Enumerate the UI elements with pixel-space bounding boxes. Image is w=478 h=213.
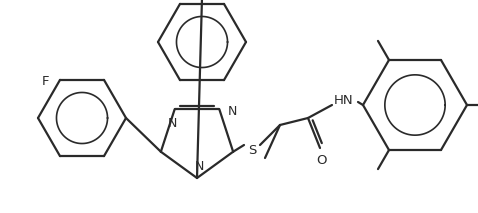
- Text: S: S: [248, 144, 256, 157]
- Text: N: N: [228, 105, 237, 118]
- Text: O: O: [317, 154, 327, 167]
- Text: N: N: [195, 160, 204, 173]
- Text: HN: HN: [334, 94, 354, 106]
- Text: F: F: [42, 75, 50, 88]
- Text: N: N: [168, 117, 177, 130]
